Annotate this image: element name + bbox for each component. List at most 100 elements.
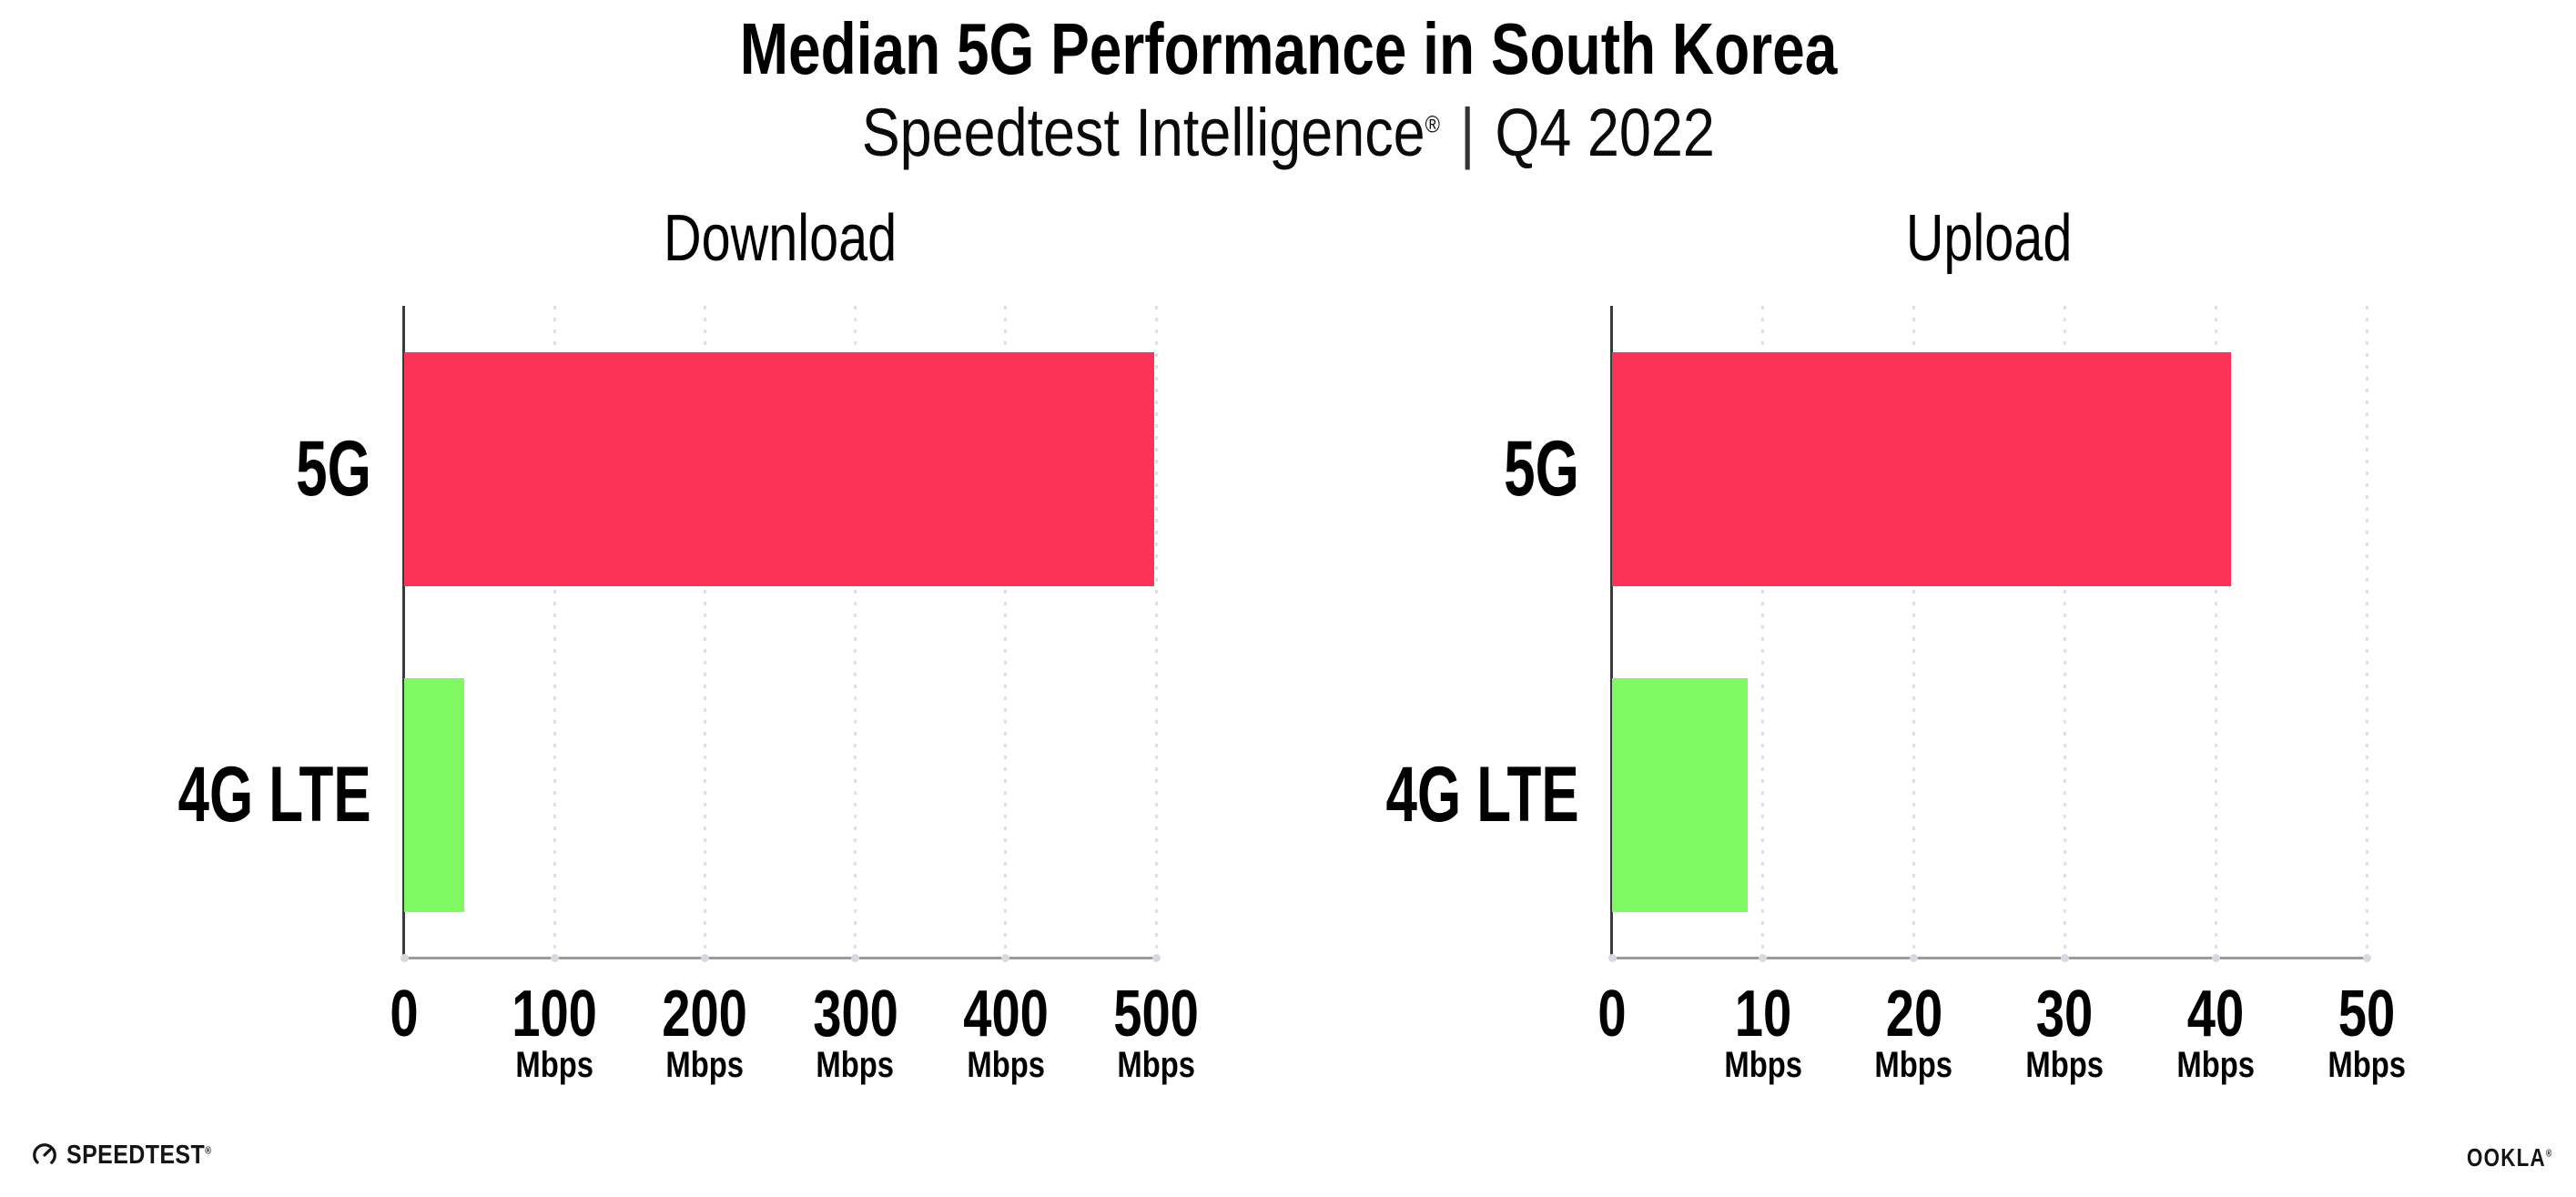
x-tick-label: 400	[869, 981, 1142, 1047]
subtitle-period: Q4 2022	[1495, 95, 1715, 170]
axis-tick-dot	[851, 954, 860, 962]
category-label-text: 4G LTE	[177, 751, 371, 838]
x-tick-unit: Mbps	[1778, 1047, 2051, 1083]
x-tick-label: 100	[418, 981, 691, 1047]
x-tick-unit-text: Mbps	[1874, 1045, 1953, 1085]
x-tick-unit-text: Mbps	[966, 1045, 1045, 1085]
page-subtitle: Speedtest Intelligence® | Q4 2022	[861, 93, 1714, 174]
gridline	[1912, 306, 1916, 958]
bar-5g	[404, 351, 1155, 586]
axis-tick-dot	[2211, 954, 2220, 962]
x-tick-unit-text: Mbps	[1723, 1045, 1802, 1085]
subtitle-product: Speedtest Intelligence	[861, 95, 1425, 170]
x-tick-unit-text: Mbps	[2025, 1045, 2104, 1085]
category-label-text: 5G	[296, 425, 371, 512]
x-tick-label: 0	[268, 981, 541, 1047]
gridline	[2063, 306, 2066, 958]
axis-tick-dot	[700, 954, 709, 962]
axis-tick-dot	[2362, 954, 2371, 962]
registered-trademark-icon: ®	[1425, 110, 1440, 138]
x-tick-value: 40	[2186, 978, 2245, 1050]
x-tick-value: 20	[1885, 978, 1942, 1050]
x-tick-label: 20	[1778, 981, 2051, 1047]
ookla-label: OOKLA	[2467, 1143, 2546, 1172]
gridline	[854, 306, 857, 958]
chart-title: Upload	[1612, 206, 2367, 271]
category-label-5g: 5G	[0, 430, 371, 508]
x-tick-label: 40	[2079, 981, 2352, 1047]
ookla-logo: OOKLA®	[2467, 1145, 2574, 1171]
x-tick-unit-text: Mbps	[2328, 1045, 2406, 1085]
speedtest-registered-icon: ®	[205, 1144, 212, 1156]
plot-area	[400, 306, 1161, 962]
x-tick-value: 200	[662, 978, 748, 1050]
x-tick-label: 0	[1476, 981, 1749, 1047]
x-tick-unit-text: Mbps	[2176, 1045, 2256, 1085]
x-tick-unit: Mbps	[2079, 1047, 2352, 1083]
x-tick-value: 0	[1597, 978, 1627, 1050]
category-label-4g-lte: 4G LTE	[0, 756, 371, 834]
y-axis	[1610, 306, 1613, 959]
x-tick-value: 500	[1113, 978, 1199, 1050]
axis-tick-dot	[550, 954, 559, 962]
x-tick-value: 0	[390, 978, 419, 1050]
page-title-row: Median 5G Performance in South Korea	[0, 9, 2576, 89]
axis-tick-dot	[1759, 954, 1768, 962]
category-label-text: 4G LTE	[1385, 751, 1579, 838]
x-tick-unit-text: Mbps	[665, 1045, 745, 1085]
axis-tick-dot	[2060, 954, 2069, 962]
y-axis	[402, 306, 405, 959]
x-tick-unit: Mbps	[719, 1047, 992, 1083]
x-tick-unit: Mbps	[1019, 1047, 1293, 1083]
chart-title-text: Upload	[1906, 202, 2073, 275]
bar-4g-lte	[404, 677, 465, 912]
gridline	[1154, 306, 1158, 958]
axis-tick-dot	[1910, 954, 1919, 962]
x-tick-value: 300	[812, 978, 898, 1050]
subtitle-separator: |	[1459, 95, 1476, 170]
chart-title: Download	[404, 206, 1156, 271]
x-tick-unit: Mbps	[869, 1047, 1142, 1083]
x-tick-value: 30	[2036, 978, 2094, 1050]
x-tick-unit: Mbps	[568, 1047, 841, 1083]
gridline	[553, 306, 556, 958]
gridline	[1004, 306, 1008, 958]
x-tick-unit: Mbps	[1928, 1047, 2201, 1083]
x-tick-unit-text: Mbps	[1117, 1045, 1195, 1085]
bar-5g	[1612, 351, 2231, 586]
x-tick-label: 500	[1019, 981, 1293, 1047]
x-tick-label: 10	[1627, 981, 1900, 1047]
x-axis	[1610, 957, 2368, 959]
page-title: Median 5G Performance in South Korea	[739, 8, 1837, 89]
axis-tick-dot	[400, 954, 409, 962]
ookla-registered-icon: ®	[2545, 1148, 2553, 1160]
gridline	[1761, 306, 1765, 958]
x-tick-value: 10	[1734, 978, 1792, 1050]
x-tick-value: 50	[2338, 978, 2396, 1050]
ookla-wordmark: OOKLA®	[2467, 1145, 2553, 1171]
x-tick-label: 50	[2230, 981, 2503, 1047]
x-tick-label: 300	[719, 981, 992, 1047]
x-tick-label: 200	[568, 981, 841, 1047]
axis-tick-dot	[1607, 954, 1617, 962]
category-label-5g: 5G	[1197, 430, 1579, 508]
x-tick-unit: Mbps	[418, 1047, 691, 1083]
axis-tick-dot	[1151, 954, 1161, 962]
speedtest-wordmark: SPEEDTEST®	[66, 1140, 212, 1170]
page-subtitle-row: Speedtest Intelligence® | Q4 2022	[0, 93, 2576, 174]
x-tick-unit: Mbps	[2230, 1047, 2503, 1083]
x-tick-value: 100	[512, 978, 598, 1050]
x-tick-unit-text: Mbps	[515, 1045, 594, 1085]
gridline	[2214, 306, 2217, 958]
category-label-text: 5G	[1504, 425, 1579, 512]
axis-tick-dot	[1001, 954, 1010, 962]
speedtest-gauge-icon	[33, 1143, 56, 1167]
speedtest-label: SPEEDTEST	[66, 1140, 206, 1170]
bar-4g-lte	[1612, 677, 1749, 912]
plot-area	[1607, 306, 2371, 962]
x-tick-value: 400	[962, 978, 1049, 1050]
speedtest-logo: SPEEDTEST®	[31, 1140, 236, 1171]
chart-title-text: Download	[663, 202, 898, 275]
x-tick-unit: Mbps	[1627, 1047, 1900, 1083]
